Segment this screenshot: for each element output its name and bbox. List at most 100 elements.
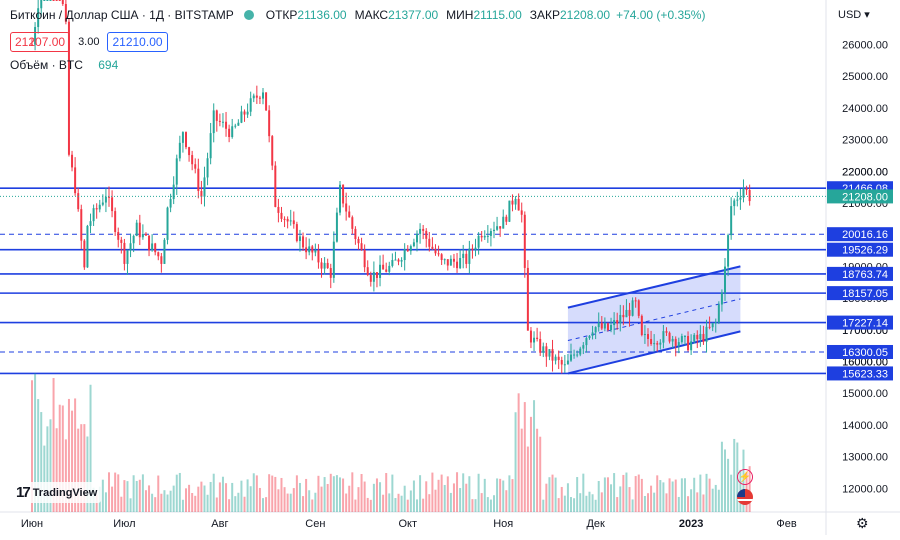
candle-body: [151, 243, 154, 251]
volume-bar: [625, 472, 628, 512]
volume-bar: [95, 495, 98, 512]
symbol-title[interactable]: Биткоин / Доллар США · 1Д · BITSTAMP: [10, 8, 234, 22]
candle-body: [363, 249, 366, 268]
sell-button[interactable]: 21207.00: [10, 32, 71, 52]
candle-body: [385, 269, 388, 272]
current-price-label: 21208.00: [842, 191, 888, 203]
volume-bar: [148, 485, 151, 512]
candle-body: [539, 338, 542, 353]
volume-bar: [610, 484, 613, 512]
tradingview-logo[interactable]: 17 TradingView: [12, 482, 102, 503]
candle-body: [46, 0, 49, 1]
volume-bar: [274, 476, 277, 512]
volume-bar: [425, 481, 428, 512]
candle-body: [400, 260, 403, 262]
candle-body: [724, 266, 726, 293]
volume-bar: [566, 483, 569, 512]
level-price-tag: [827, 227, 893, 242]
candle-body: [650, 339, 653, 345]
candle-body: [357, 239, 360, 244]
candle-body: [166, 207, 169, 240]
volume-bar: [717, 489, 720, 512]
volume-bar: [677, 496, 680, 512]
candle-body: [560, 360, 563, 365]
candle-body: [218, 120, 221, 122]
candle-body: [332, 241, 335, 278]
candle-body: [597, 323, 600, 328]
candle-body: [206, 158, 209, 178]
volume-bar: [52, 378, 55, 512]
candle-body: [67, 21, 70, 155]
candle-body: [348, 211, 351, 218]
volume-bar: [560, 486, 563, 512]
level-price-label: 18763.74: [842, 269, 888, 281]
candle-body: [129, 243, 132, 251]
volume-bar: [659, 480, 662, 512]
candle-body: [292, 220, 295, 225]
candle-body: [394, 259, 397, 261]
currency-selector[interactable]: USD ▾: [838, 8, 870, 21]
candle-body: [489, 231, 492, 236]
volume-bar: [724, 449, 726, 512]
volume-bar: [348, 485, 351, 512]
volume-bar: [493, 495, 495, 512]
volume-bar: [375, 478, 378, 512]
volume-bar: [271, 475, 274, 512]
buy-button[interactable]: 21210.00: [107, 32, 168, 52]
candle-body: [422, 228, 425, 231]
candle-body: [366, 267, 369, 276]
volume-bar: [582, 473, 585, 512]
volume-label: Объём · BTC: [10, 58, 83, 72]
y-tick-label: 23000.00: [842, 135, 888, 147]
volume-bar: [357, 487, 360, 512]
volume-bar: [175, 474, 178, 512]
volume-bar: [613, 473, 616, 512]
spread-value: 3.00: [78, 36, 100, 48]
lightning-icon[interactable]: ⚡: [737, 469, 753, 485]
volume-bar: [637, 474, 640, 512]
volume-bar: [452, 483, 455, 512]
x-tick-label: 2023: [679, 518, 703, 530]
candle-body: [674, 338, 677, 346]
candle-body: [114, 211, 117, 232]
candle-body: [203, 177, 206, 197]
volume-bar: [727, 458, 730, 512]
x-tick-label: Окт: [398, 518, 417, 530]
volume-bar: [372, 483, 375, 512]
candle-body: [542, 346, 545, 353]
candle-body: [683, 336, 686, 338]
candle-body: [231, 126, 234, 138]
y-tick-label: 16000.00: [842, 357, 888, 369]
volume-bar: [172, 485, 175, 512]
candle-body: [249, 98, 252, 112]
volume-bar: [539, 436, 542, 512]
candle-body: [662, 331, 665, 343]
candle-body: [456, 261, 459, 269]
candle-body: [659, 342, 662, 345]
current-price-tag: [827, 189, 893, 204]
volume-bar: [308, 490, 311, 512]
volume-bar: [181, 499, 184, 512]
volume-bar: [631, 499, 634, 512]
candle-body: [431, 246, 434, 249]
candle-body: [696, 334, 699, 340]
us-flag-icon[interactable]: [737, 489, 753, 505]
gear-icon[interactable]: ⚙: [856, 515, 869, 531]
volume-bar: [323, 477, 326, 512]
volume-bar: [157, 475, 160, 512]
candle-body: [526, 267, 529, 331]
x-tick-label: Сен: [305, 518, 325, 530]
level-price-tag: [827, 315, 893, 330]
market-status-icon: [243, 10, 254, 20]
volume-bar: [34, 373, 37, 512]
candle-body: [289, 220, 292, 222]
candle-body: [717, 304, 720, 323]
candle-body: [132, 235, 135, 244]
candle-body: [148, 235, 151, 251]
volume-bar: [345, 493, 348, 512]
candle-body: [616, 320, 619, 324]
volume-bar: [351, 472, 354, 512]
candle-body: [733, 200, 736, 207]
